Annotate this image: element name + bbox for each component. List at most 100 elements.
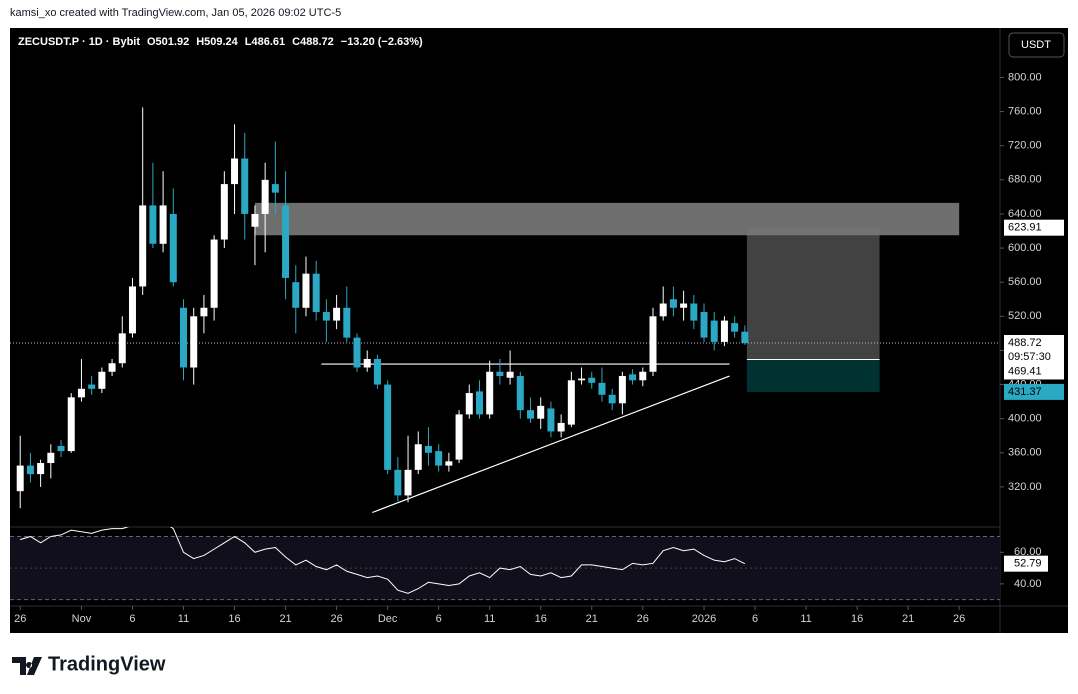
candle-body <box>557 422 565 432</box>
candle-body <box>741 331 749 343</box>
candle-body <box>108 363 116 372</box>
candle-body <box>67 397 75 452</box>
candle-body <box>302 273 310 308</box>
candle-body <box>547 408 555 432</box>
logo-icon <box>12 657 42 675</box>
candle-body <box>292 282 300 308</box>
candle-body <box>414 444 422 470</box>
y-tick-label: 560.00 <box>1008 276 1042 288</box>
ohlc-value: L486.61 <box>245 36 285 48</box>
candle-body <box>363 358 371 368</box>
candle-body <box>435 451 443 466</box>
logo: TradingView <box>12 653 166 675</box>
candle-body <box>77 388 85 398</box>
last-price-bg <box>1004 334 1064 365</box>
countdown: 09:57:30 <box>1008 351 1051 363</box>
rsi-pane <box>10 527 1000 601</box>
y-tick-label: 400.00 <box>1008 413 1042 425</box>
candle-body <box>353 337 361 368</box>
candle-body <box>128 286 136 334</box>
rsi-tick-label: 60.00 <box>1014 546 1042 558</box>
rsi-tick-label: 40.00 <box>1014 578 1042 590</box>
candle-body <box>88 384 96 389</box>
candle-body <box>57 445 65 452</box>
candle-body <box>527 410 535 419</box>
candle-body <box>98 371 106 389</box>
candle-body <box>220 184 228 240</box>
candle-body <box>496 371 504 377</box>
candle-body <box>404 469 412 496</box>
currency-button[interactable] <box>1008 32 1065 58</box>
candle-body <box>649 316 657 372</box>
trend-line <box>372 375 730 514</box>
candle-body <box>231 158 239 185</box>
candle-body <box>700 312 708 338</box>
candle-body <box>608 394 616 404</box>
candle-body <box>720 320 728 342</box>
profit-zone <box>746 227 880 360</box>
candle-body <box>16 465 24 492</box>
x-tick-label: 6 <box>436 613 442 625</box>
x-tick-label: Nov <box>72 613 92 625</box>
x-tick-label: 21 <box>279 613 291 625</box>
y-tick-label: 760.00 <box>1008 105 1042 117</box>
candle-body <box>271 184 279 193</box>
candle-body <box>465 393 473 415</box>
candle-body <box>169 213 177 283</box>
candle-body <box>190 316 198 368</box>
candle-body <box>537 405 545 419</box>
candle-body <box>261 179 269 214</box>
candle-body <box>149 205 157 244</box>
candle-body <box>669 299 677 308</box>
y-tick-label: 680.00 <box>1008 174 1042 186</box>
axes: 320.00360.00400.00440.00480.00520.00560.… <box>14 71 1064 625</box>
candle-body <box>200 307 208 317</box>
candle-body <box>455 414 463 460</box>
candle-body <box>26 465 34 475</box>
candle-body <box>588 377 596 383</box>
candle-body <box>282 205 290 278</box>
y-tick-label: 600.00 <box>1008 242 1042 254</box>
currency[interactable]: USDT <box>1021 39 1051 51</box>
candle-body <box>312 273 320 313</box>
candle-body <box>690 303 698 321</box>
x-tick-label: 11 <box>800 613 811 625</box>
x-tick-label: 6 <box>129 613 135 625</box>
candle-body <box>373 358 381 385</box>
stop-zone <box>746 359 880 392</box>
target-label: 623.91 <box>1008 222 1042 234</box>
x-tick-label: 26 <box>14 613 26 625</box>
last-price-label: 488.72 <box>1008 337 1042 349</box>
x-tick-label: 21 <box>902 613 914 625</box>
candle-body <box>578 378 586 381</box>
candle-body <box>322 312 330 321</box>
candle-body <box>731 323 739 332</box>
symbol: ZECUSDT.P · 1D · Bybit <box>18 36 140 48</box>
candle-body <box>37 463 45 475</box>
candle-body <box>639 371 647 381</box>
candle-body <box>159 205 167 244</box>
candle-body <box>618 376 626 404</box>
candle-body <box>139 205 147 287</box>
x-tick-label: 21 <box>586 613 598 625</box>
ohlc-value: H509.24 <box>196 36 238 48</box>
x-tick-label: Dec <box>378 613 398 625</box>
x-tick-label: 2026 <box>692 613 716 625</box>
x-tick-label: 16 <box>851 613 863 625</box>
candle-body <box>475 391 483 415</box>
ohlc-value: −13.20 (−2.63%) <box>341 36 423 48</box>
rsi-line <box>20 527 746 594</box>
x-tick-label: 26 <box>330 613 342 625</box>
candle-body <box>241 158 249 214</box>
candle-body <box>710 320 718 342</box>
candle-body <box>659 303 667 317</box>
ohlc-value: O501.92 <box>147 36 189 48</box>
candle-body <box>424 445 432 453</box>
ohlc-value: C488.72 <box>292 36 334 48</box>
stop-label: 431.37 <box>1008 386 1042 398</box>
entry-label-bg <box>1004 363 1064 380</box>
candle-body <box>486 371 494 415</box>
y-tick-label: 360.00 <box>1008 447 1042 459</box>
credit: kamsi_xo created with TradingView.com, J… <box>10 7 341 19</box>
